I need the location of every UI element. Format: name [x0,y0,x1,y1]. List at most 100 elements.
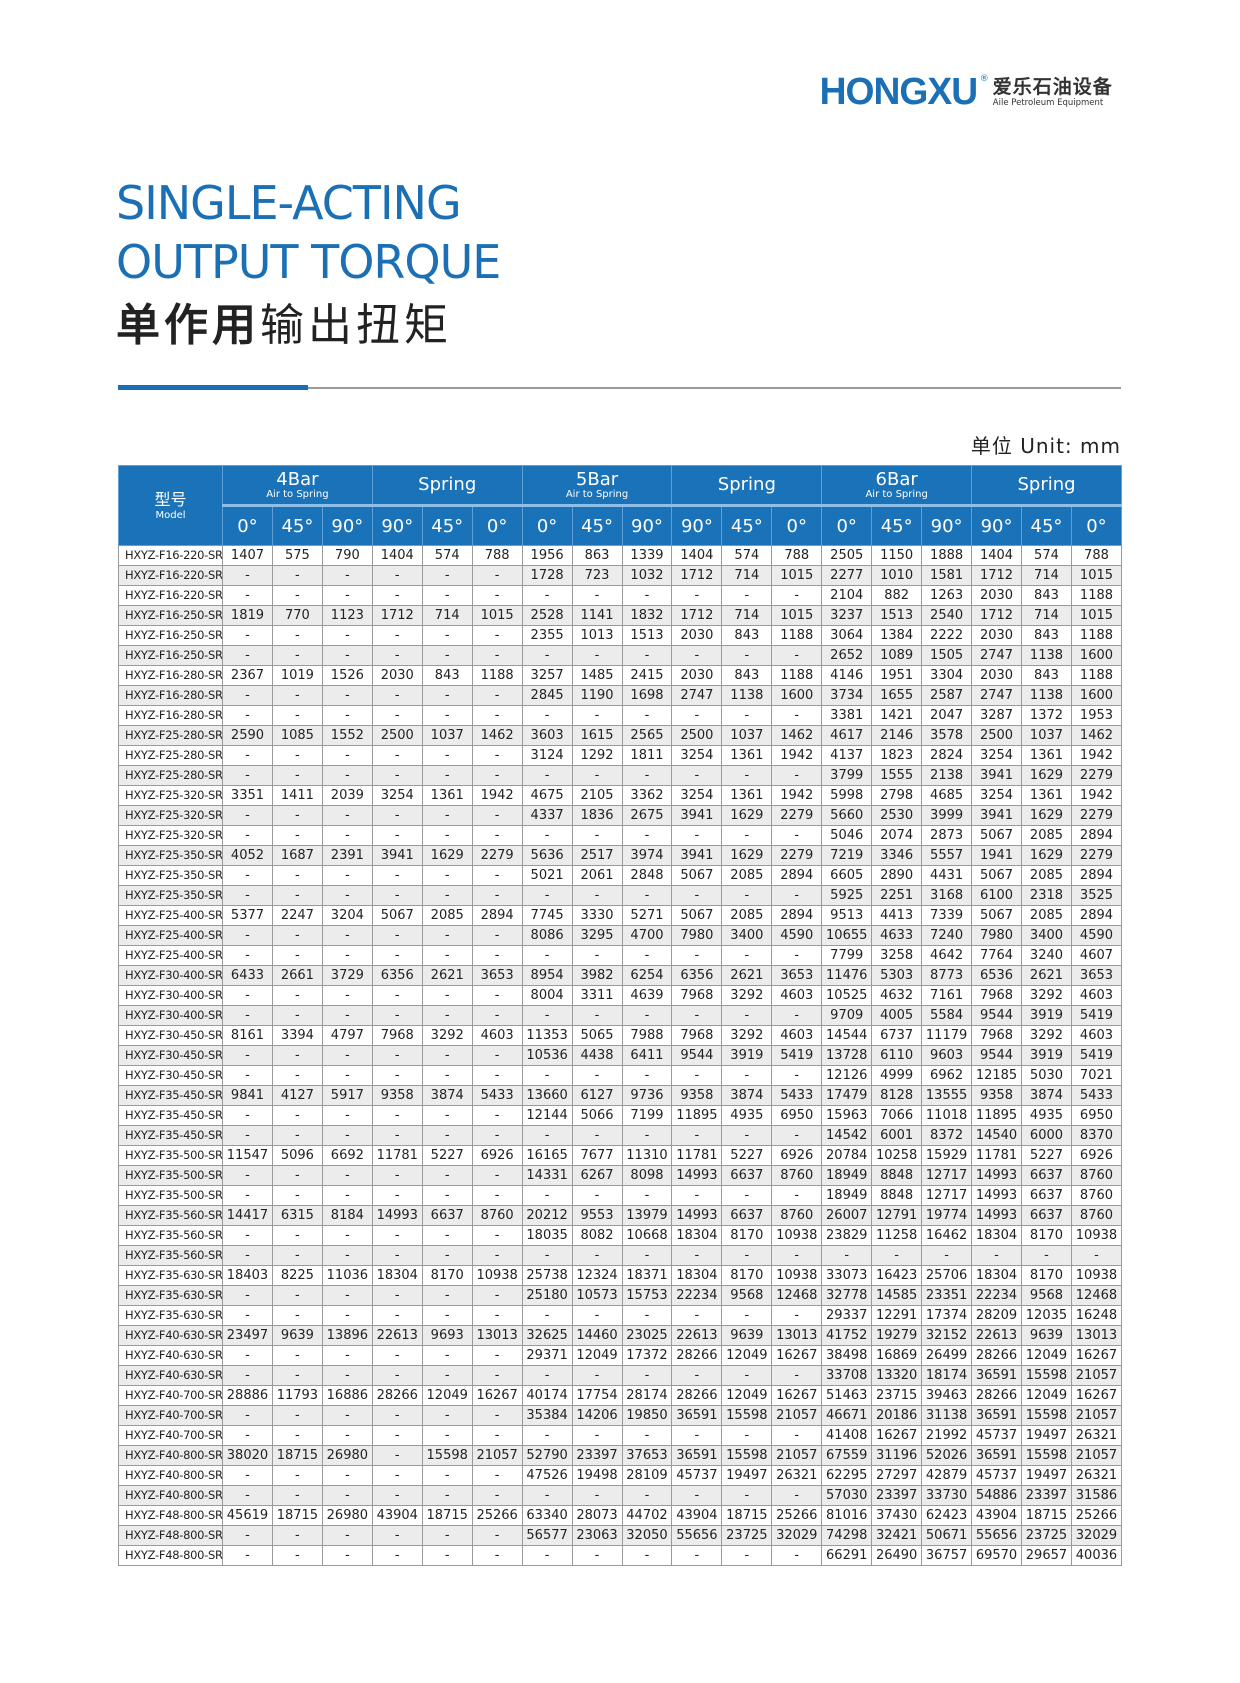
torque-cell: 16886 [321,1385,373,1406]
torque-cell: 5419 [1070,1045,1123,1066]
torque-cell: 843 [1021,585,1072,606]
torque-cell: 13728 [821,1045,873,1066]
torque-cell: - [471,1345,523,1366]
torque-cell: 6926 [771,1145,823,1166]
torque-cell: 9358 [671,1085,723,1106]
model-cell: HXYZ-F35-450-SR5 [118,1105,223,1126]
torque-cell: 17479 [821,1085,873,1106]
torque-cell: - [271,1125,323,1146]
torque-cell: 14331 [521,1165,573,1186]
angle-header: 0° [471,504,523,546]
torque-cell: 14993 [971,1205,1022,1226]
torque-cell: - [471,925,523,946]
torque-cell: 1263 [921,585,973,606]
torque-cell: 9736 [621,1085,673,1106]
torque-cell: 8098 [621,1165,673,1186]
torque-cell: 8161 [222,1025,273,1046]
torque-cell: 37653 [621,1445,673,1466]
torque-cell: - [222,1105,273,1126]
torque-cell: 1581 [921,565,973,586]
torque-cell: - [371,685,423,706]
torque-cell: 17754 [571,1385,623,1406]
torque-cell: 2415 [621,665,673,686]
group-header-row: 型号 Model 4Bar Air to Spring Spring 5Bar Air … [118,465,1122,546]
torque-cell: - [471,985,523,1006]
torque-cell: 4642 [921,945,973,966]
torque-cell: 1823 [871,745,923,766]
torque-cell: - [271,685,323,706]
torque-cell: - [421,1285,473,1306]
torque-cell: 18715 [421,1505,473,1526]
torque-cell: 6110 [871,1045,923,1066]
torque-cell: 4685 [921,785,973,806]
torque-cell: 14993 [371,1205,423,1226]
model-header: 型号 Model [118,465,223,546]
torque-cell: 9568 [721,1285,773,1306]
table-row: HXYZ-F35-500-SR5- - - - - -14331 6267 8098 14993… [118,1165,1123,1186]
torque-cell: 770 [271,605,323,626]
torque-cell: - [671,1425,723,1446]
torque-cell: - [421,1225,473,1246]
torque-cell: - [721,585,773,606]
torque-cell: - [671,1185,723,1206]
torque-cell: - [621,1485,673,1506]
torque-cell: - [471,1365,523,1386]
model-cell: HXYZ-F30-400-SR4 [118,965,223,986]
torque-cell: - [271,1305,323,1326]
torque-cell: 6254 [621,965,673,986]
table-row: HXYZ-F48-800-SR5- - - - - -56577 23063 32050 556… [118,1525,1123,1546]
table-row: HXYZ-F35-500-SR6- - - - - - - - - - - -18949 8848 127… [118,1185,1123,1206]
torque-cell: 6433 [222,965,273,986]
torque-cell: 15598 [1021,1405,1072,1426]
torque-cell: 1138 [721,685,773,706]
torque-cell: - [471,1305,523,1326]
torque-cell: - [571,645,623,666]
torque-cell: - [222,1345,273,1366]
torque-cell: 14993 [671,1205,723,1226]
table-row: HXYZ-F16-250-SR4 1819 770 1123 1712 714 1015 25… [118,605,1123,626]
torque-cell: - [271,865,323,886]
torque-cell: 1942 [471,785,523,806]
torque-cell: - [571,885,623,906]
torque-cell: 28886 [222,1385,273,1406]
torque-cell: - [471,565,523,586]
torque-cell: - [222,925,273,946]
model-cell: HXYZ-F35-500-SR6 [118,1185,223,1206]
torque-cell: 25706 [921,1265,973,1286]
angle-header: 45° [421,504,473,546]
torque-cell: - [771,1545,823,1566]
torque-cell: 2047 [921,705,973,726]
torque-cell: - [271,985,323,1006]
brand-cn: 爱乐石油设备 [992,76,1113,98]
model-cell: HXYZ-F25-400-SR4 [118,905,223,926]
torque-cell: 1951 [871,665,923,686]
torque-cell: 3999 [921,805,973,826]
model-cell: HXYZ-F25-320-SR5 [118,805,223,826]
torque-cell: - [771,1005,823,1026]
torque-cell: 2279 [1070,845,1123,866]
torque-cell: 4603 [771,1025,823,1046]
torque-cell: 2030 [971,625,1022,646]
torque-cell: - [371,1425,423,1446]
torque-cell: 575 [271,545,323,566]
group-sublabel: Air to Spring [565,488,629,500]
torque-cell: 15598 [1021,1365,1072,1386]
torque-cell: - [621,1425,673,1446]
torque-cell: 6000 [1021,1125,1072,1146]
torque-cell: - [371,1445,423,1466]
torque-cell: 3874 [421,1085,473,1106]
torque-cell: 23725 [721,1525,773,1546]
torque-cell: 843 [1021,665,1072,686]
torque-cell: - [671,1365,723,1386]
table-row: HXYZ-F16-280-SR4 2367 1019 1526 2030 843 1188 3… [118,665,1123,686]
torque-cell: - [471,1185,523,1206]
model-cell: HXYZ-F25-350-SR4 [118,845,223,866]
torque-cell: 20784 [821,1145,873,1166]
torque-cell: 5419 [1070,1005,1123,1026]
torque-cell: 6692 [321,1145,373,1166]
torque-cell: 2747 [671,685,723,706]
torque-cell: 6737 [871,1025,923,1046]
torque-cell: 28266 [671,1385,723,1406]
torque-cell: - [1021,1245,1072,1266]
torque-cell: 14417 [222,1205,273,1226]
